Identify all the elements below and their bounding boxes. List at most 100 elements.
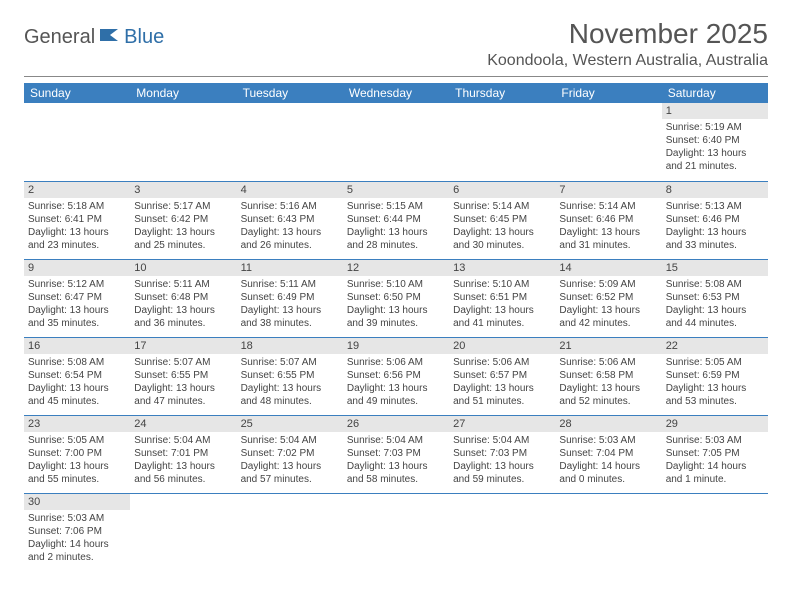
empty-cell [237,493,343,571]
sunset-line: Sunset: 6:46 PM [559,213,657,226]
daylight-line: Daylight: 14 hours and 1 minute. [666,460,764,486]
day-number: 20 [449,338,555,354]
day-content: Sunrise: 5:10 AMSunset: 6:50 PMDaylight:… [343,276,449,333]
flag-icon [100,27,122,48]
sunset-line: Sunset: 6:46 PM [666,213,764,226]
sunset-line: Sunset: 7:01 PM [134,447,232,460]
title-block: November 2025 Koondoola, Western Austral… [487,18,768,70]
weekday-header: Monday [130,83,236,103]
day-cell: 19Sunrise: 5:06 AMSunset: 6:56 PMDayligh… [343,337,449,415]
day-number: 11 [237,260,343,276]
calendar-row: 16Sunrise: 5:08 AMSunset: 6:54 PMDayligh… [24,337,768,415]
sunrise-line: Sunrise: 5:14 AM [559,200,657,213]
sunset-line: Sunset: 6:40 PM [666,134,764,147]
empty-cell [24,103,130,181]
day-cell: 29Sunrise: 5:03 AMSunset: 7:05 PMDayligh… [662,415,768,493]
day-cell: 18 Sunrise: 5:07 AMSunset: 6:55 PMDayligh… [237,337,343,415]
sunrise-line: Sunrise: 5:03 AM [559,434,657,447]
daylight-line: Daylight: 13 hours and 26 minutes. [241,226,339,252]
header-divider [24,76,768,77]
day-content: Sunrise: 5:03 AMSunset: 7:05 PMDaylight:… [662,432,768,489]
day-cell: 17Sunrise: 5:07 AMSunset: 6:55 PMDayligh… [130,337,236,415]
daylight-line: Daylight: 13 hours and 53 minutes. [666,382,764,408]
day-number: 9 [24,260,130,276]
day-number: 7 [555,182,661,198]
day-content: Sunrise: 5:08 AMSunset: 6:54 PMDaylight:… [24,354,130,411]
day-content: Sunrise: 5:19 AMSunset: 6:40 PMDaylight:… [662,119,768,176]
daylight-line: Daylight: 13 hours and 21 minutes. [666,147,764,173]
calendar-row: 2Sunrise: 5:18 AMSunset: 6:41 PMDaylight… [24,181,768,259]
sunset-line: Sunset: 6:50 PM [347,291,445,304]
day-number: 14 [555,260,661,276]
daylight-line: Daylight: 13 hours and 44 minutes. [666,304,764,330]
day-number: 2 [24,182,130,198]
sunrise-line: Sunrise: 5:07 AM [134,356,232,369]
daylight-line: Daylight: 13 hours and 23 minutes. [28,226,126,252]
sunset-line: Sunset: 6:41 PM [28,213,126,226]
day-content: Sunrise: 5:08 AMSunset: 6:53 PMDaylight:… [662,276,768,333]
sunset-line: Sunset: 6:49 PM [241,291,339,304]
logo: General Blue [24,18,164,49]
day-cell: 3Sunrise: 5:17 AMSunset: 6:42 PMDaylight… [130,181,236,259]
day-number: 3 [130,182,236,198]
calendar-row: 23Sunrise: 5:05 AMSunset: 7:00 PMDayligh… [24,415,768,493]
daylight-line: Daylight: 13 hours and 42 minutes. [559,304,657,330]
day-content: Sunrise: 5:05 AMSunset: 7:00 PMDaylight:… [24,432,130,489]
sunrise-line: Sunrise: 5:08 AM [666,278,764,291]
day-number: 15 [662,260,768,276]
sunset-line: Sunset: 7:06 PM [28,525,126,538]
daylight-line: Daylight: 13 hours and 25 minutes. [134,226,232,252]
sunset-line: Sunset: 6:59 PM [666,369,764,382]
day-number: 18 [237,338,343,354]
day-cell: 9Sunrise: 5:12 AMSunset: 6:47 PMDaylight… [24,259,130,337]
day-cell: 30Sunrise: 5:03 AMSunset: 7:06 PMDayligh… [24,493,130,571]
calendar-row: 1Sunrise: 5:19 AMSunset: 6:40 PMDaylight… [24,103,768,181]
day-cell: 23Sunrise: 5:05 AMSunset: 7:00 PMDayligh… [24,415,130,493]
month-title: November 2025 [487,18,768,50]
day-cell: 6Sunrise: 5:14 AMSunset: 6:45 PMDaylight… [449,181,555,259]
day-number: 17 [130,338,236,354]
day-content: Sunrise: 5:14 AMSunset: 6:46 PMDaylight:… [555,198,661,255]
sunset-line: Sunset: 6:44 PM [347,213,445,226]
sunrise-line: Sunrise: 5:04 AM [347,434,445,447]
sunset-line: Sunset: 6:54 PM [28,369,126,382]
logo-text-blue: Blue [124,26,164,49]
day-content: Sunrise: 5:06 AMSunset: 6:56 PMDaylight:… [343,354,449,411]
sunset-line: Sunset: 7:05 PM [666,447,764,460]
day-content: Sunrise: 5:18 AMSunset: 6:41 PMDaylight:… [24,198,130,255]
day-cell: 12Sunrise: 5:10 AMSunset: 6:50 PMDayligh… [343,259,449,337]
day-content: Sunrise: 5:12 AMSunset: 6:47 PMDaylight:… [24,276,130,333]
sunrise-line: Sunrise: 5:06 AM [559,356,657,369]
header: General Blue November 2025 Koondoola, We… [24,18,768,70]
day-content: Sunrise: 5:16 AMSunset: 6:43 PMDaylight:… [237,198,343,255]
daylight-line: Daylight: 13 hours and 35 minutes. [28,304,126,330]
sunrise-line: Sunrise: 5:17 AM [134,200,232,213]
sunset-line: Sunset: 7:04 PM [559,447,657,460]
day-number: 27 [449,416,555,432]
sunrise-line: Sunrise: 5:07 AM [241,356,339,369]
sunset-line: Sunset: 6:48 PM [134,291,232,304]
calendar-head: SundayMondayTuesdayWednesdayThursdayFrid… [24,83,768,103]
sunrise-line: Sunrise: 5:06 AM [347,356,445,369]
sunset-line: Sunset: 6:57 PM [453,369,551,382]
sunset-line: Sunset: 6:55 PM [241,369,339,382]
empty-cell [555,103,661,181]
day-content: Sunrise: 5:04 AMSunset: 7:03 PMDaylight:… [343,432,449,489]
day-number: 19 [343,338,449,354]
day-cell: 14Sunrise: 5:09 AMSunset: 6:52 PMDayligh… [555,259,661,337]
sunset-line: Sunset: 6:43 PM [241,213,339,226]
sunrise-line: Sunrise: 5:11 AM [241,278,339,291]
day-number: 6 [449,182,555,198]
daylight-line: Daylight: 13 hours and 48 minutes. [241,382,339,408]
day-cell: 24Sunrise: 5:04 AMSunset: 7:01 PMDayligh… [130,415,236,493]
sunrise-line: Sunrise: 5:05 AM [666,356,764,369]
day-number: 22 [662,338,768,354]
empty-cell [449,103,555,181]
daylight-line: Daylight: 13 hours and 41 minutes. [453,304,551,330]
day-number: 23 [24,416,130,432]
day-cell: 1Sunrise: 5:19 AMSunset: 6:40 PMDaylight… [662,103,768,181]
day-number: 10 [130,260,236,276]
logo-text-general: General [24,26,95,49]
day-cell: 27Sunrise: 5:04 AMSunset: 7:03 PMDayligh… [449,415,555,493]
daylight-line: Daylight: 13 hours and 28 minutes. [347,226,445,252]
